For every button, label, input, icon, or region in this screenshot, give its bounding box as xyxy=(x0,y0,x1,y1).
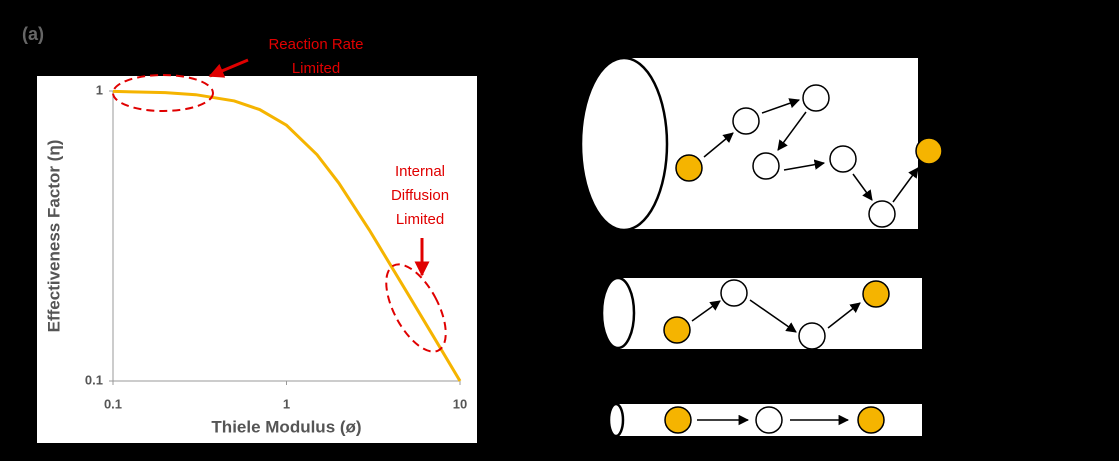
molecule xyxy=(664,317,690,343)
molecule xyxy=(863,281,889,307)
molecule xyxy=(676,155,702,181)
molecule xyxy=(753,153,779,179)
pore-opening xyxy=(609,404,623,436)
annotation: Diffusion xyxy=(391,187,449,204)
x-tick-label: 1 xyxy=(283,396,290,411)
plot-panel xyxy=(37,76,477,443)
y-tick-label: 0.1 xyxy=(85,372,103,387)
figure-label: (a) xyxy=(22,24,44,44)
annotation: Limited xyxy=(292,60,340,77)
molecule xyxy=(916,138,942,164)
molecule xyxy=(756,407,782,433)
y-tick-label: 1 xyxy=(96,82,103,97)
molecule xyxy=(858,407,884,433)
molecule xyxy=(830,146,856,172)
pore-opening xyxy=(581,58,667,230)
molecule xyxy=(803,85,829,111)
y-axis-label: Effectiveness Factor (η) xyxy=(44,140,63,333)
x-tick-label: 0.1 xyxy=(104,396,122,411)
x-tick-label: 10 xyxy=(453,396,467,411)
x-axis-label: Thiele Modulus (ø) xyxy=(211,417,361,436)
molecule xyxy=(869,201,895,227)
annotation: Reaction Rate xyxy=(268,36,363,53)
annotation: Limited xyxy=(396,211,444,228)
molecule xyxy=(733,108,759,134)
figure: (a) 0.1 1 10 0.1 1 Thiele Modulus (ø) Effectiv… xyxy=(0,0,1119,461)
annotation: Internal xyxy=(395,163,445,180)
molecule xyxy=(665,407,691,433)
pore-opening xyxy=(602,278,634,348)
molecule xyxy=(721,280,747,306)
molecule xyxy=(799,323,825,349)
